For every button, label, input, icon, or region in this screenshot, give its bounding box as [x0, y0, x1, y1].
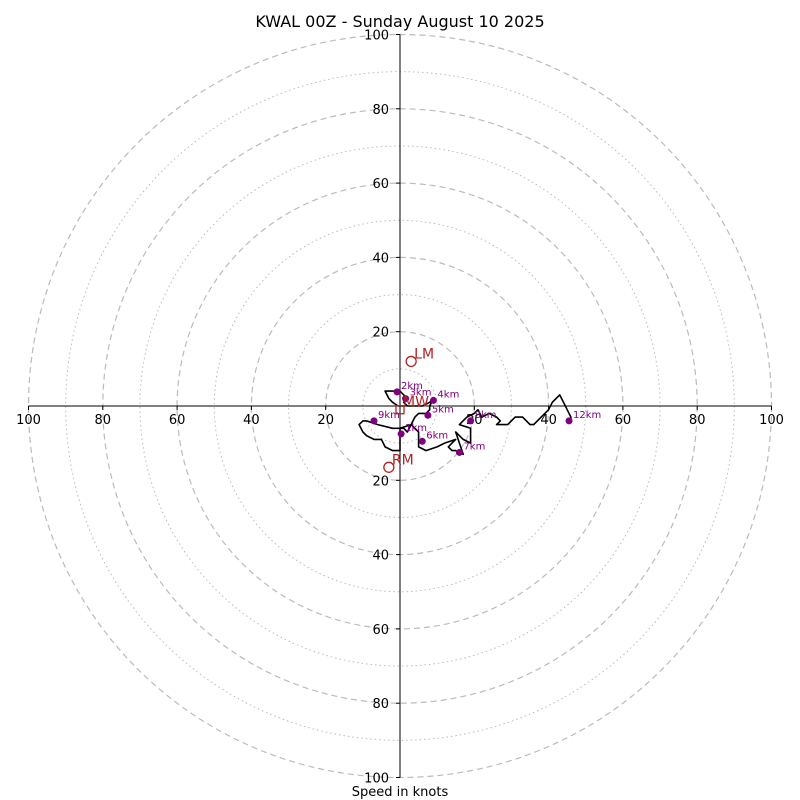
storm-motion-label-LM: LM	[414, 346, 434, 362]
storm-motion-label-MW: MW	[403, 395, 429, 411]
y-tick-label: 60	[372, 623, 389, 638]
x-tick-label: 80	[95, 413, 112, 428]
height-label-6km: 6km	[426, 430, 448, 441]
y-tick-label: 20	[372, 326, 389, 341]
height-label-9km: 9km	[378, 410, 400, 421]
height-label-3km: 3km	[410, 388, 432, 399]
y-tick-label: 100	[364, 772, 389, 787]
height-marker-4km	[429, 396, 437, 404]
height-label-5km: 5km	[432, 404, 454, 415]
y-tick-label: 20	[372, 474, 389, 489]
storm-motion-label-RM: RM	[392, 452, 414, 468]
storm-motion-markers: LM RM MW	[383, 346, 434, 473]
x-tick-label: 80	[689, 413, 706, 428]
x-tick-label: 20	[317, 413, 334, 428]
height-marker-9km	[370, 417, 378, 425]
x-tick-label: 100	[16, 413, 41, 428]
height-marker-5km	[424, 411, 432, 419]
height-marker-12km	[565, 417, 573, 425]
height-label-12km: 12km	[573, 410, 601, 421]
height-label-8km: 8km	[475, 410, 497, 421]
height-label-7km: 7km	[463, 441, 485, 452]
y-tick-label: 80	[372, 103, 389, 118]
height-marker-1km	[397, 430, 405, 438]
x-tick-label: 60	[169, 413, 186, 428]
storm-motion-marker-LM	[405, 355, 417, 368]
height-marker-3km	[402, 395, 410, 403]
y-tick-labels: 100 80 60 40 20 20 40 60 80 100	[364, 29, 400, 787]
height-marker-2km	[393, 388, 401, 396]
storm-motion-marker-RM	[383, 461, 395, 473]
storm-motion-marker-MW	[395, 405, 405, 415]
y-tick-label: 40	[372, 549, 389, 564]
height-label-4km: 4km	[437, 389, 459, 400]
y-tick-label: 40	[372, 251, 389, 266]
height-marker-6km	[418, 437, 426, 445]
height-label-1km: 1km	[405, 423, 427, 434]
x-tick-label: 60	[615, 413, 632, 428]
y-tick-label: 100	[364, 29, 389, 44]
chart-title: KWAL 00Z - Sunday August 10 2025	[255, 12, 544, 31]
x-tick-label: 40	[540, 413, 557, 428]
x-tick-label: 100	[759, 413, 784, 428]
y-tick-label: 60	[372, 177, 389, 192]
height-label-2km: 2km	[401, 381, 423, 392]
height-marker-8km	[467, 417, 475, 425]
x-axis-label: Speed in knots	[352, 785, 449, 800]
height-marker-7km	[455, 448, 463, 456]
y-tick-label: 80	[372, 697, 389, 712]
x-tick-label: 40	[243, 413, 260, 428]
